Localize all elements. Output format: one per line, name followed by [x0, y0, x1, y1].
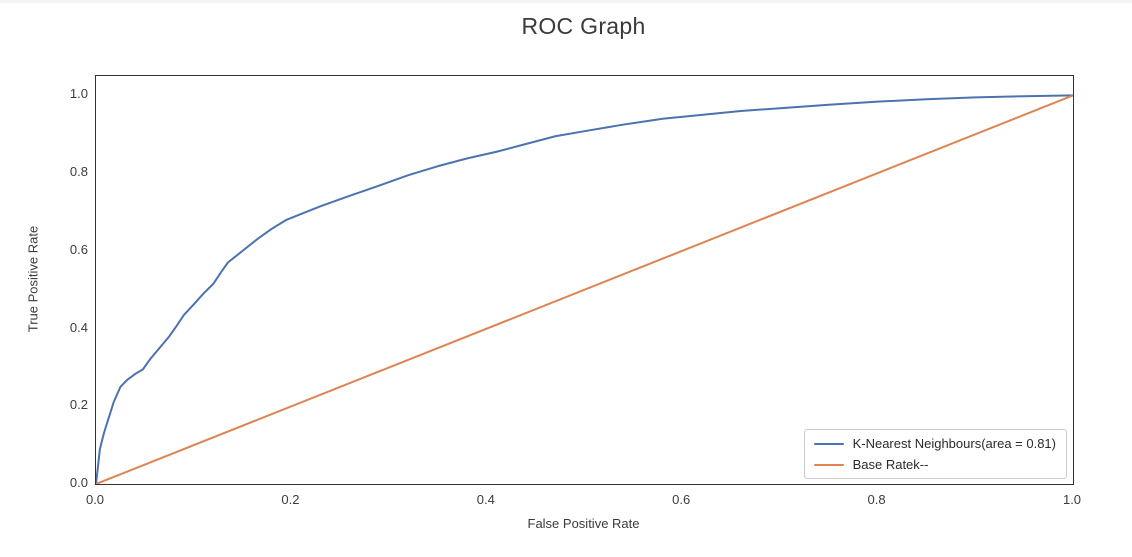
x-tick-label: 0.0 [85, 492, 105, 507]
chart-title: ROC Graph [521, 13, 646, 39]
y-axis-label: True Positive Rate [25, 225, 41, 333]
y-tick-label: 0.2 [69, 397, 88, 413]
legend-item-baserate: Base Ratek-- [813, 457, 1056, 472]
baserate-line-swatch [813, 463, 844, 466]
plot-area: K-Nearest Neighbours(area = 0.81) Base R… [95, 75, 1074, 485]
legend-label-baserate: Base Ratek-- [852, 457, 929, 472]
knn-roc-curve [96, 94, 1073, 484]
x-axis-label: False Positive Rate [527, 516, 640, 531]
base-rate-line [96, 94, 1073, 484]
y-tick-label: 0.0 [69, 475, 88, 490]
page-top-strip [0, 0, 1132, 3]
x-tick-label: 1.0 [1062, 492, 1082, 507]
roc-curves-svg [96, 94, 1073, 484]
legend: K-Nearest Neighbours(area = 0.81) Base R… [803, 429, 1067, 479]
y-tick-label: 0.8 [69, 164, 88, 180]
knn-line-swatch [813, 442, 844, 445]
x-tick-label: 0.2 [281, 492, 300, 507]
legend-item-knn: K-Nearest Neighbours(area = 0.81) [813, 436, 1056, 451]
y-tick-label: 0.6 [69, 241, 88, 257]
x-tick-label: 0.8 [867, 492, 886, 507]
y-tick-label: 1.0 [69, 86, 88, 102]
legend-label-knn: K-Nearest Neighbours(area = 0.81) [852, 436, 1056, 451]
y-tick-label: 0.4 [69, 319, 88, 335]
x-tick-label: 0.4 [476, 492, 495, 507]
x-tick-label: 0.6 [672, 492, 691, 507]
